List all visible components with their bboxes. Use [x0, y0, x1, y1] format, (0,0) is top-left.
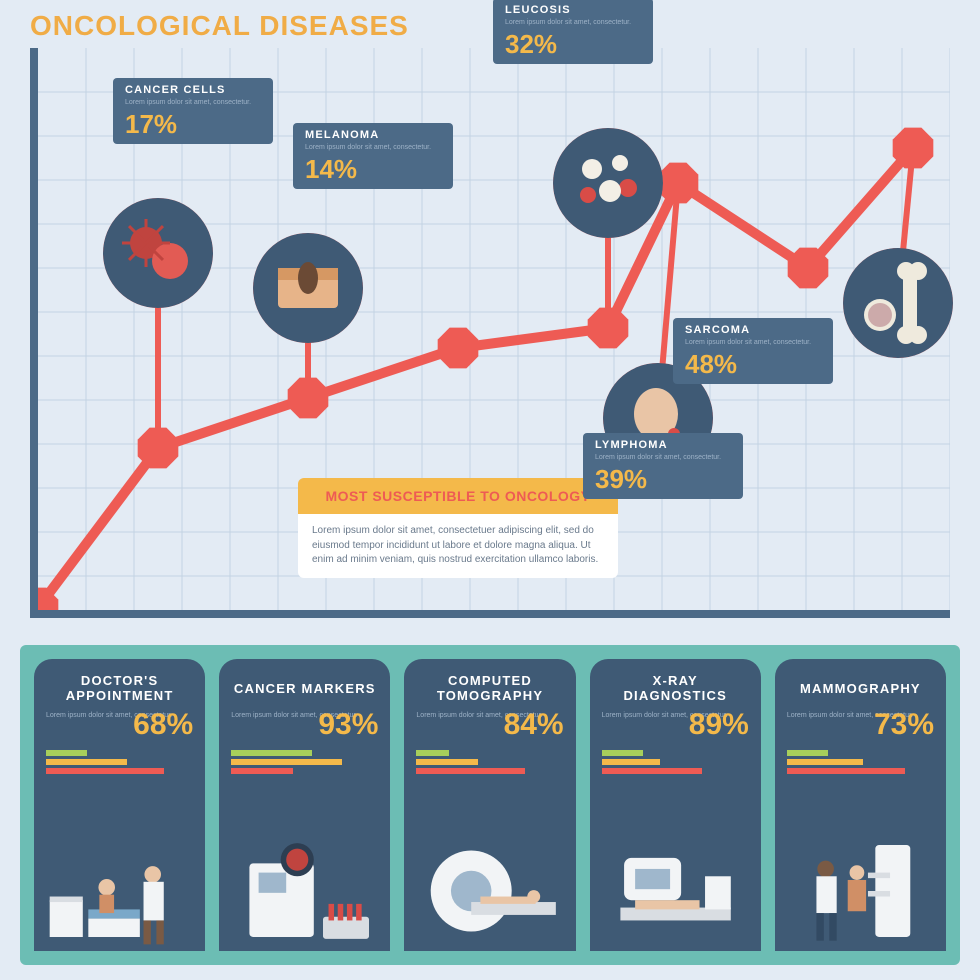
- sarcoma-icon: [843, 248, 953, 358]
- disease-melanoma: MELANOMA Lorem ipsum dolor sit amet, con…: [253, 233, 363, 343]
- diag-title-ct: COMPUTED TOMOGRAPHY: [416, 671, 563, 705]
- diag-illustration-markers: [231, 780, 378, 951]
- diag-bars-ct: [416, 750, 563, 774]
- melanoma-label: MELANOMA Lorem ipsum dolor sit amet, con…: [293, 123, 453, 189]
- diag-bar: [231, 750, 312, 756]
- diag-illustration-mammo: [787, 780, 934, 951]
- melanoma-pct: 14%: [305, 154, 441, 185]
- diag-bar: [787, 759, 864, 765]
- diag-bar: [602, 750, 643, 756]
- cancer-cells-label: CANCER CELLS Lorem ipsum dolor sit amet,…: [113, 78, 273, 144]
- diag-title-xray: X-RAY DIAGNOSTICS: [602, 671, 749, 705]
- page-title: ONCOLOGICAL DISEASES: [30, 10, 950, 42]
- disease-sarcoma: SARCOMA Lorem ipsum dolor sit amet, cons…: [843, 248, 953, 358]
- diag-pct-markers: 93%: [231, 708, 378, 742]
- diag-bar: [231, 759, 341, 765]
- cancer-cells-pct: 17%: [125, 109, 261, 140]
- cancer-cells-name: CANCER CELLS: [125, 84, 261, 96]
- melanoma-subtext: Lorem ipsum dolor sit amet, consectetur.: [305, 143, 441, 152]
- cancer-cells-subtext: Lorem ipsum dolor sit amet, consectetur.: [125, 98, 261, 107]
- melanoma-name: MELANOMA: [305, 129, 441, 141]
- chart-grid: MOST SUSCEPTIBLE TO ONCOLOGY Lorem ipsum…: [30, 48, 950, 618]
- sarcoma-pct: 48%: [685, 349, 821, 380]
- chart-region: ONCOLOGICAL DISEASES MOST SUSCEPTIBLE TO…: [30, 10, 950, 630]
- callout-body: Lorem ipsum dolor sit amet, consectetuer…: [298, 514, 618, 578]
- diag-illustration-doctor: [46, 780, 193, 951]
- diag-bar: [46, 768, 164, 774]
- diag-bars-xray: [602, 750, 749, 774]
- callout-title: MOST SUSCEPTIBLE TO ONCOLOGY: [298, 478, 618, 514]
- cancer-cells-icon: [103, 198, 213, 308]
- diag-pct-xray: 89%: [602, 708, 749, 742]
- diag-card-markers: CANCER MARKERS Lorem ipsum dolor sit ame…: [219, 659, 390, 951]
- diag-bar: [787, 768, 905, 774]
- sarcoma-label: SARCOMA Lorem ipsum dolor sit amet, cons…: [673, 318, 833, 384]
- sarcoma-name: SARCOMA: [685, 324, 821, 336]
- diag-pct-doctor: 68%: [46, 708, 193, 742]
- melanoma-icon: [253, 233, 363, 343]
- diag-bar: [602, 768, 702, 774]
- lymphoma-pct: 39%: [595, 464, 731, 495]
- diag-pct-ct: 84%: [416, 708, 563, 742]
- diag-bars-doctor: [46, 750, 193, 774]
- diag-bar: [46, 759, 127, 765]
- leucosis-subtext: Lorem ipsum dolor sit amet, consectetur.: [505, 18, 641, 27]
- infographic-root: ONCOLOGICAL DISEASES MOST SUSCEPTIBLE TO…: [0, 0, 980, 980]
- diagnostics-strip: DOCTOR'S APPOINTMENT Lorem ipsum dolor s…: [20, 645, 960, 965]
- lymphoma-label: LYMPHOMA Lorem ipsum dolor sit amet, con…: [583, 433, 743, 499]
- lymphoma-name: LYMPHOMA: [595, 439, 731, 451]
- diag-bar: [231, 768, 293, 774]
- susceptibility-callout: MOST SUSCEPTIBLE TO ONCOLOGY Lorem ipsum…: [298, 478, 618, 578]
- diag-pct-mammo: 73%: [787, 708, 934, 742]
- diag-bars-markers: [231, 750, 378, 774]
- leucosis-label: LEUCOSIS Lorem ipsum dolor sit amet, con…: [493, 0, 653, 64]
- diag-title-markers: CANCER MARKERS: [231, 671, 378, 705]
- diag-bar: [416, 750, 448, 756]
- diag-bar: [602, 759, 661, 765]
- diag-bar: [787, 750, 828, 756]
- leucosis-icon: [553, 128, 663, 238]
- diag-title-doctor: DOCTOR'S APPOINTMENT: [46, 671, 193, 705]
- lymphoma-subtext: Lorem ipsum dolor sit amet, consectetur.: [595, 453, 731, 462]
- diag-title-mammo: MAMMOGRAPHY: [787, 671, 934, 705]
- leucosis-pct: 32%: [505, 29, 641, 60]
- diag-bar: [416, 759, 478, 765]
- diag-illustration-ct: [416, 780, 563, 951]
- diag-bar: [46, 750, 87, 756]
- sarcoma-subtext: Lorem ipsum dolor sit amet, consectetur.: [685, 338, 821, 347]
- diag-illustration-xray: [602, 780, 749, 951]
- diag-bar: [416, 768, 525, 774]
- disease-cancer-cells: CANCER CELLS Lorem ipsum dolor sit amet,…: [103, 198, 213, 308]
- disease-leucosis: LEUCOSIS Lorem ipsum dolor sit amet, con…: [553, 128, 663, 238]
- diag-bars-mammo: [787, 750, 934, 774]
- diag-card-ct: COMPUTED TOMOGRAPHY Lorem ipsum dolor si…: [404, 659, 575, 951]
- diag-card-mammo: MAMMOGRAPHY Lorem ipsum dolor sit amet, …: [775, 659, 946, 951]
- leucosis-name: LEUCOSIS: [505, 4, 641, 16]
- diag-card-doctor: DOCTOR'S APPOINTMENT Lorem ipsum dolor s…: [34, 659, 205, 951]
- diag-card-xray: X-RAY DIAGNOSTICS Lorem ipsum dolor sit …: [590, 659, 761, 951]
